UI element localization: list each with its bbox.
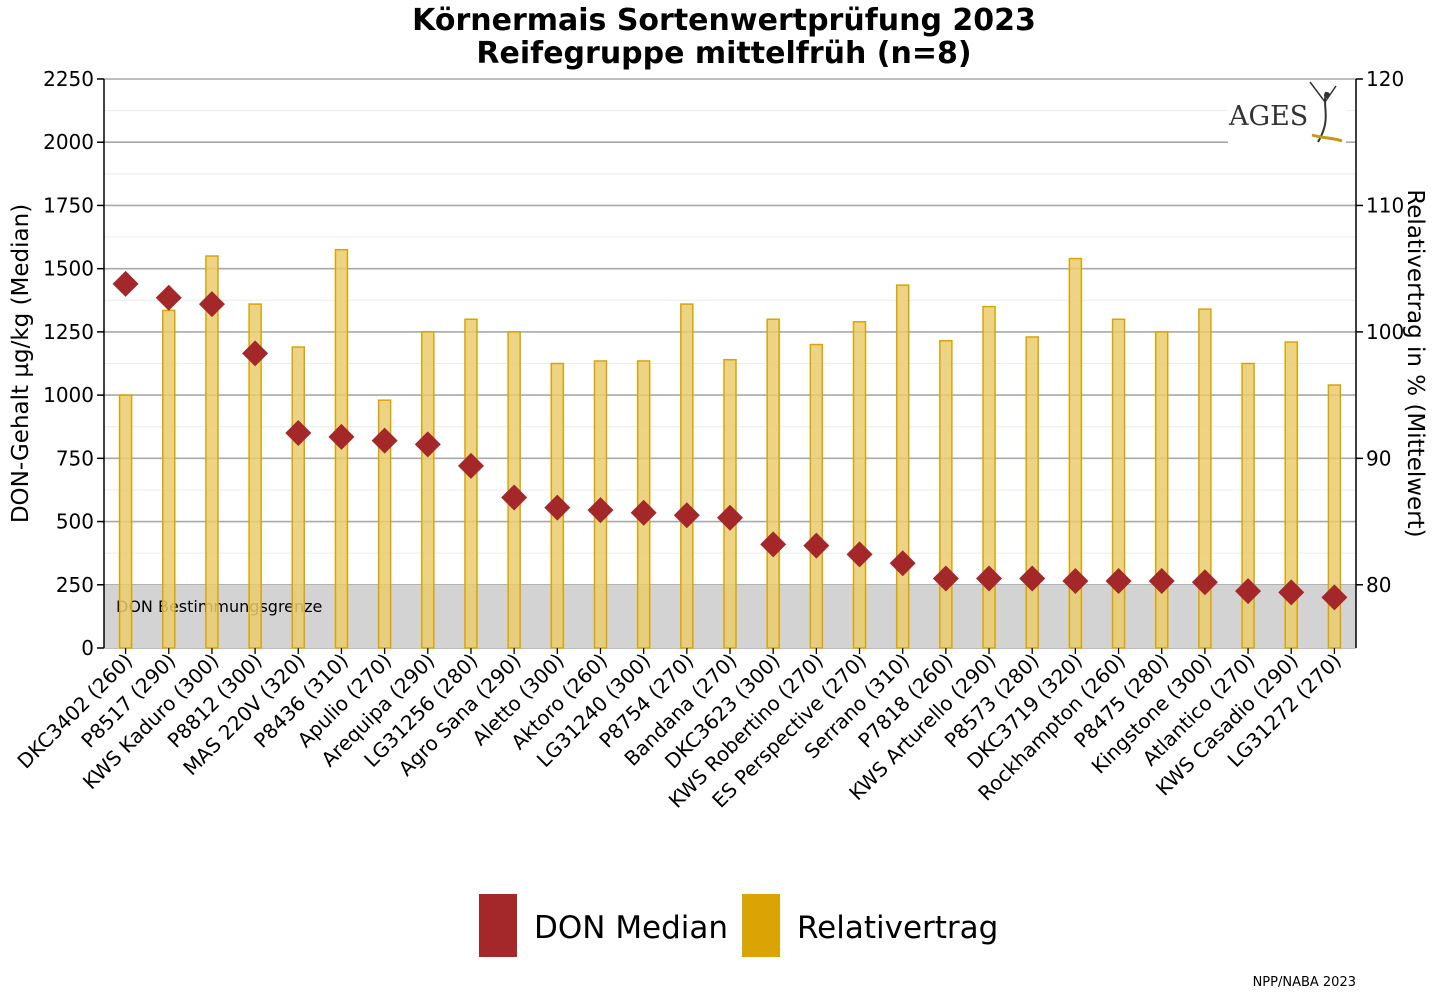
- point-don-median: [1062, 567, 1089, 594]
- right-tick-label: 100: [1366, 320, 1404, 344]
- bar-relativertrag: [162, 309, 176, 649]
- bar-relativertrag: [421, 331, 435, 649]
- left-tick-label: 0: [81, 636, 94, 660]
- bar-relativertrag: [982, 305, 996, 649]
- point-don-median: [717, 504, 743, 531]
- chart-title-line: Reifegruppe mittelfrüh (n=8): [476, 36, 971, 71]
- point-don-median: [414, 431, 441, 458]
- bar-relativertrag: [939, 339, 953, 649]
- axes: 0 250 500 750 1000 1250 1500 1750 2000 2250 80 90 10…: [8, 67, 1428, 660]
- right-tick-label: 120: [1366, 67, 1404, 91]
- legend-swatch: [479, 894, 517, 957]
- source-note: NPP/NABA 2023: [1253, 975, 1356, 990]
- left-tick-label: 750: [56, 446, 94, 470]
- legend-label: Relativertrag: [797, 910, 998, 946]
- bar-relativertrag: [809, 343, 824, 649]
- logo-text: AGES: [1228, 101, 1308, 132]
- bar-relativertrag: [1111, 318, 1126, 649]
- point-don-median: [328, 423, 355, 450]
- point-don-median: [932, 565, 959, 592]
- bar-relativertrag: [1154, 331, 1169, 649]
- left-axis-title: DON-Gehalt µg/kg (Median): [8, 204, 34, 523]
- bar-relativertrag: [118, 394, 133, 649]
- legend: DON Median Relativertrag: [479, 894, 998, 957]
- left-tick-label: 1500: [43, 257, 94, 281]
- left-tick-label: 1250: [43, 320, 94, 344]
- category-labels: DKC3402 (260)P8517 (290)KWS Kaduro (300)…: [12, 648, 1346, 813]
- logo-swoosh: [1311, 133, 1343, 143]
- bar-relativertrag: [1198, 308, 1212, 649]
- point-don-median: [1278, 579, 1305, 606]
- point-don-median: [198, 291, 225, 318]
- point-don-median: [242, 340, 269, 367]
- point-don-median: [889, 550, 916, 577]
- detection-limit-label: DON Bestimmungsgrenze: [116, 597, 322, 616]
- source-label: NPP/NABA 2023: [1253, 975, 1356, 990]
- point-don-median: [285, 420, 312, 447]
- left-tick-label: 250: [56, 573, 94, 597]
- chart-title: Körnermais Sortenwertprüfung 2023Reifegr…: [412, 3, 1036, 71]
- bar-relativertrag: [852, 321, 867, 649]
- point-don-median: [371, 427, 398, 454]
- bar-relativertrag: [680, 303, 694, 649]
- point-don-median: [155, 284, 182, 311]
- bar-relativertrag: [1025, 336, 1039, 649]
- right-tick-label: 110: [1366, 193, 1404, 217]
- legend-swatch: [742, 894, 780, 957]
- left-tick-label: 1000: [43, 383, 94, 407]
- point-don-median: [630, 499, 657, 526]
- chart-title-line: Körnermais Sortenwertprüfung 2023: [412, 3, 1036, 38]
- left-tick-label: 500: [56, 510, 94, 534]
- left-tick-label: 1750: [43, 193, 94, 217]
- left-tick-label: 2000: [43, 130, 94, 154]
- point-don-median: [501, 484, 528, 511]
- point-don-median: [1019, 565, 1046, 592]
- right-tick-label: 90: [1366, 446, 1391, 470]
- point-don-median: [544, 494, 571, 521]
- point-don-median: [803, 532, 830, 559]
- bar-relativertrag: [1241, 362, 1255, 649]
- bar-relativertrag: [723, 358, 737, 649]
- point-don-median: [1191, 569, 1218, 596]
- point-don-median: [846, 541, 873, 568]
- bar-relativertrag: [291, 346, 306, 649]
- point-don-median: [1148, 567, 1175, 594]
- point-don-median: [587, 497, 614, 524]
- bar-relativertrag: [464, 318, 478, 649]
- right-axis-title: Relativertrag in % (Mittelwert): [1402, 189, 1428, 537]
- logo-figure-arms: [1309, 81, 1337, 104]
- point-don-median: [457, 452, 484, 479]
- point-don-median: [976, 565, 1003, 592]
- point-don-median: [1235, 578, 1262, 605]
- bar-relativertrag: [766, 318, 780, 649]
- right-tick-label: 80: [1366, 573, 1391, 597]
- scatter-series: [112, 270, 1348, 611]
- point-don-median: [1321, 584, 1348, 611]
- point-don-median: [112, 270, 139, 297]
- ages-logo: AGES: [1228, 81, 1346, 147]
- bar-relativertrag: [895, 284, 910, 649]
- point-don-median: [1105, 567, 1132, 594]
- left-tick-label: 2250: [43, 67, 94, 91]
- point-don-median: [673, 502, 700, 529]
- point-don-median: [760, 531, 787, 558]
- legend-label: DON Median: [534, 910, 728, 946]
